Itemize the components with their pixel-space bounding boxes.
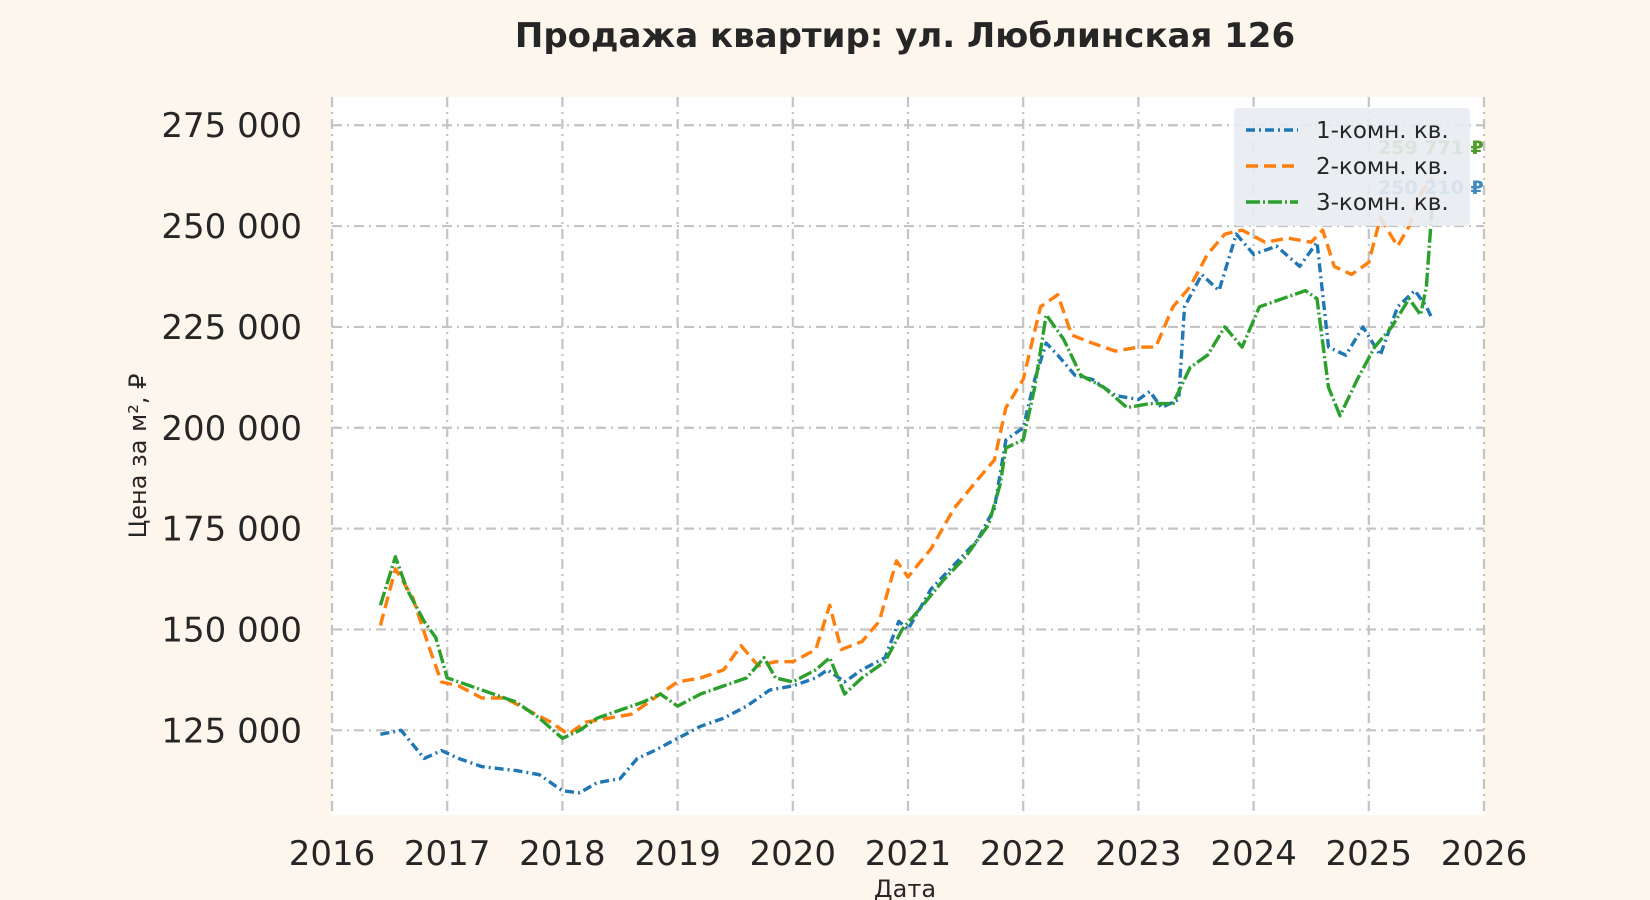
legend-label-2: 2-комн. кв. bbox=[1316, 154, 1449, 180]
x-tick-label: 2024 bbox=[1210, 834, 1297, 874]
legend-label-1: 1-комн. кв. bbox=[1316, 118, 1449, 144]
x-tick-labels: 2016 2017 2018 2019 2020 2021 2022 2023 2024 2025… bbox=[289, 834, 1528, 874]
x-tick-label: 2018 bbox=[519, 834, 606, 874]
x-tick-label: 2023 bbox=[1095, 834, 1182, 874]
series-line-3 bbox=[378, 205, 1434, 741]
x-tick-label: 2019 bbox=[634, 834, 721, 874]
y-axis-label: Цена за м², ₽ bbox=[124, 374, 152, 539]
chart-title: Продажа квартир: ул. Люблинская 126 bbox=[514, 16, 1296, 56]
y-tick-label: 125 000 bbox=[161, 711, 302, 751]
y-tick-label: 250 000 bbox=[161, 207, 302, 247]
series-line-2 bbox=[378, 176, 1434, 736]
y-tick-label: 150 000 bbox=[161, 610, 302, 650]
legend: 1-комн. кв. 2-комн. кв. 3-комн. кв. bbox=[1234, 108, 1470, 226]
x-tick-label: 2017 bbox=[404, 834, 491, 874]
x-tick-label: 2025 bbox=[1326, 834, 1413, 874]
x-tick-label: 2026 bbox=[1441, 834, 1528, 874]
x-tick-label: 2021 bbox=[865, 834, 952, 874]
x-tick-label: 2022 bbox=[980, 834, 1067, 874]
series-line-1 bbox=[380, 232, 1434, 795]
x-axis-label: Дата bbox=[874, 875, 936, 900]
grid bbox=[330, 97, 1486, 815]
y-tick-label: 200 000 bbox=[161, 409, 302, 449]
x-tick-label: 2020 bbox=[750, 834, 837, 874]
legend-label-3: 3-комн. кв. bbox=[1316, 190, 1449, 216]
x-tick-label: 2016 bbox=[289, 834, 376, 874]
y-tick-labels: 125 000 150 000 175 000 200 000 225 000 250 0… bbox=[161, 106, 302, 751]
y-tick-label: 175 000 bbox=[161, 510, 302, 550]
series-layer bbox=[378, 176, 1434, 795]
legend-box bbox=[1234, 108, 1470, 226]
y-tick-label: 225 000 bbox=[161, 308, 302, 348]
y-tick-label: 275 000 bbox=[161, 106, 302, 146]
